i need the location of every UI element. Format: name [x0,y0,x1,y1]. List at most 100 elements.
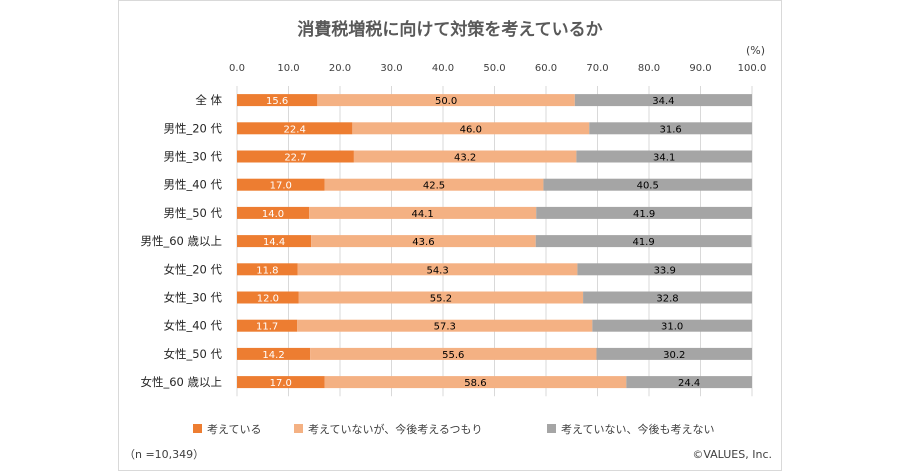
bar-segment [353,150,577,163]
bar-segment [237,347,311,360]
bar-segment [237,150,354,163]
bar-segment [543,178,752,191]
data-label: 41.9 [633,209,655,220]
x-tick-label: 70.0 [586,63,608,74]
bar-segment [237,94,318,107]
x-tick-label: 90.0 [689,63,711,74]
data-label: 22.4 [284,124,306,135]
data-label: 14.4 [263,237,285,248]
data-label: 14.2 [262,350,284,361]
data-label: 43.2 [454,153,476,164]
legend-entry: 考えていない、今後も考えない [561,422,714,436]
x-tick-label: 10.0 [277,63,299,74]
data-label: 31.6 [659,124,681,135]
bar-segment [592,319,752,332]
bar-segment [576,150,752,163]
x-tick-label: 30.0 [380,63,402,74]
data-label: 22.7 [284,153,306,164]
category-label: 女性_40 代 [163,319,222,333]
bar-segment [324,376,627,389]
data-label: 11.8 [256,265,278,276]
bar-segment [311,235,536,248]
bar-segment [589,122,752,135]
data-label: 57.3 [434,322,456,333]
bar-segment [237,291,299,304]
x-tick-label: 100.0 [738,63,767,74]
bar-segment [237,178,325,191]
category-label: 全 体 [195,93,222,107]
data-label: 55.6 [442,350,464,361]
unit-label: (%) [746,44,765,57]
x-tick-label: 20.0 [329,63,351,74]
data-label: 41.9 [632,237,654,248]
data-label: 31.0 [661,322,683,333]
category-label: 男性_60 歳以上 [140,234,222,248]
x-tick-label: 40.0 [432,63,454,74]
bar-segment [352,122,590,135]
data-label: 32.8 [656,294,678,305]
copyright-note: ©VALUES, Inc. [692,448,772,461]
bars: 15.6 50.0 34.4 22.4 46.0 31.6 22.7 43.2 34.1 17.0… [237,94,752,389]
bar-segment [310,347,597,360]
bar-segment [324,178,544,191]
bar-segment [297,319,593,332]
bar-segment [297,263,578,276]
data-label: 54.3 [426,265,448,276]
bar-segment [577,263,752,276]
bar-segment [309,206,537,219]
bar-segment [237,122,353,135]
bar-segment [237,319,298,332]
data-label: 42.5 [423,181,445,192]
data-label: 43.6 [412,237,434,248]
category-label: 男性_20 代 [163,121,222,135]
bar-segment [596,347,752,360]
category-label: 男性_30 代 [163,150,222,164]
category-labels: 全 体男性_20 代男性_30 代男性_40 代男性_50 代男性_60 歳以上… [140,93,222,389]
data-label: 17.0 [270,378,292,389]
bar-segment [626,376,752,389]
data-label: 33.9 [654,265,676,276]
data-label: 30.2 [663,350,685,361]
legend: 考えている 考えていないが、今後考えるつもり 考えていない、今後も考えない [193,422,714,436]
bar-segment [237,376,325,389]
data-label: 11.7 [256,322,278,333]
category-label: 女性_60 歳以上 [140,375,222,389]
bar-segment [237,263,298,276]
category-label: 女性_50 代 [163,347,222,361]
data-label: 15.6 [266,96,288,107]
bar-segment [535,235,752,248]
data-label: 12.0 [257,294,279,305]
category-label: 女性_30 代 [163,291,222,305]
legend-swatch [193,424,202,433]
data-label: 40.5 [637,181,659,192]
bar-segment [237,206,310,219]
category-label: 男性_50 代 [163,206,222,220]
x-tick-label: 60.0 [535,63,557,74]
data-label: 34.4 [652,96,674,107]
category-label: 女性_20 代 [163,262,222,276]
data-label: 14.0 [262,209,284,220]
legend-swatch [294,424,303,433]
x-tick-label: 50.0 [483,63,505,74]
bar-segment [237,235,312,248]
data-label: 55.2 [430,294,452,305]
x-tick-label: 80.0 [638,63,660,74]
bar-segment [317,94,575,107]
data-label: 17.0 [270,181,292,192]
x-axis-ticks: 0.0 10.0 20.0 30.0 40.0 50.0 60.0 70.0 80.0 90.0 1… [229,63,766,74]
data-label: 50.0 [435,96,457,107]
legend-entry: 考えている [207,423,261,436]
data-label: 46.0 [460,124,482,135]
category-label: 男性_40 代 [163,178,222,192]
legend-swatch [547,424,556,433]
legend-entry: 考えていないが、今後考えるつもり [308,422,482,436]
chart-title: 消費税増税に向けて対策を考えているか [297,19,602,40]
x-tick-label: 0.0 [229,63,245,74]
bar-segment [298,291,584,304]
data-label: 24.4 [678,378,700,389]
data-label: 44.1 [412,209,434,220]
data-label: 34.1 [653,153,675,164]
bar-segment [536,206,752,219]
data-label: 58.6 [464,378,486,389]
